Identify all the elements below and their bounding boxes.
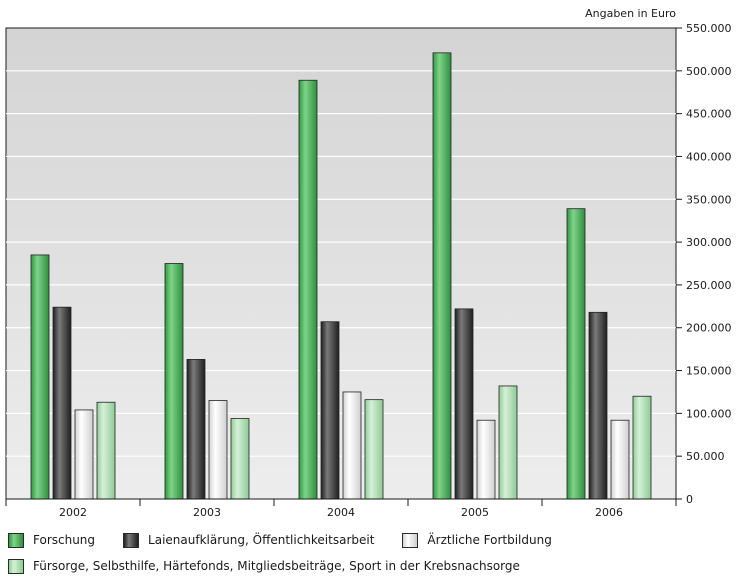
bar-series-2-2003 [186, 359, 206, 500]
bar-series-4-2002 [96, 401, 116, 500]
legend-label-forschung: Forschung [33, 533, 96, 547]
y-tick-label: 100.000 [686, 407, 732, 420]
bar-series-1-2005 [432, 52, 452, 500]
x-tick-label: 2005 [461, 506, 489, 519]
y-tick-label: 350.000 [686, 193, 732, 206]
legend-swatch-forschung [8, 532, 24, 548]
bar-series-3-2002 [74, 409, 94, 500]
bar-series-1-2003 [164, 263, 184, 500]
legend-swatch-fortbildung [402, 532, 419, 548]
legend-label-laienaufklaerung: Laienaufklärung, Öffentlichkeitsarbeit [148, 533, 375, 547]
bar-series-3-2003 [208, 400, 228, 500]
bar-series-4-2005 [498, 385, 518, 500]
y-tick-label: 200.000 [686, 322, 732, 335]
legend-item-fuersorge: Fürsorge, Selbsthilfe, Härtefonds, Mitgl… [8, 558, 520, 574]
bar-series-1-2004 [298, 79, 318, 500]
bar-series-4-2003 [230, 418, 250, 500]
legend-row-1: Forschung Laienaufklärung, Öffentlichkei… [8, 531, 744, 549]
x-tick-label: 2004 [327, 506, 355, 519]
legend: Forschung Laienaufklärung, Öffentlichkei… [8, 531, 744, 583]
y-tick-label: 500.000 [686, 65, 732, 78]
legend-swatch-laienaufklaerung [123, 532, 140, 548]
legend-label-fortbildung: Ärztliche Fortbildung [427, 533, 552, 547]
bar-series-2-2004 [320, 321, 340, 500]
bar-series-4-2004 [364, 399, 384, 500]
legend-item-forschung: Forschung [8, 532, 96, 548]
bar-series-3-2006 [610, 419, 630, 500]
x-tick-label: 2006 [595, 506, 623, 519]
bar-series-1-2002 [30, 254, 50, 500]
bar-series-3-2004 [342, 391, 362, 500]
y-axis-title: Angaben in Euro [585, 7, 676, 20]
bar-series-2-2002 [52, 306, 72, 500]
y-tick-label: 450.000 [686, 108, 732, 121]
y-tick-label: 0 [686, 493, 693, 506]
legend-item-fortbildung: Ärztliche Fortbildung [402, 532, 552, 548]
bar-series-1-2006 [566, 208, 586, 500]
y-tick-label: 50.000 [686, 450, 725, 463]
y-tick-label: 150.000 [686, 365, 732, 378]
bar-series-2-2006 [588, 311, 608, 500]
plot-area [5, 27, 677, 500]
x-tick-label: 2002 [59, 506, 87, 519]
legend-item-laienaufklaerung: Laienaufklärung, Öffentlichkeitsarbeit [123, 532, 375, 548]
y-tick-label: 400.000 [686, 150, 732, 163]
x-tick-label: 2003 [193, 506, 221, 519]
legend-label-fuersorge: Fürsorge, Selbsthilfe, Härtefonds, Mitgl… [33, 559, 520, 573]
y-tick-label: 250.000 [686, 279, 732, 292]
bar-series-3-2005 [476, 419, 496, 500]
bar-series-2-2005 [454, 308, 474, 500]
legend-row-2: Fürsorge, Selbsthilfe, Härtefonds, Mitgl… [8, 557, 744, 575]
bar-series-4-2006 [632, 395, 652, 500]
y-tick-label: 550.000 [686, 22, 732, 35]
legend-swatch-fuersorge [8, 558, 24, 574]
y-tick-label: 300.000 [686, 236, 732, 249]
